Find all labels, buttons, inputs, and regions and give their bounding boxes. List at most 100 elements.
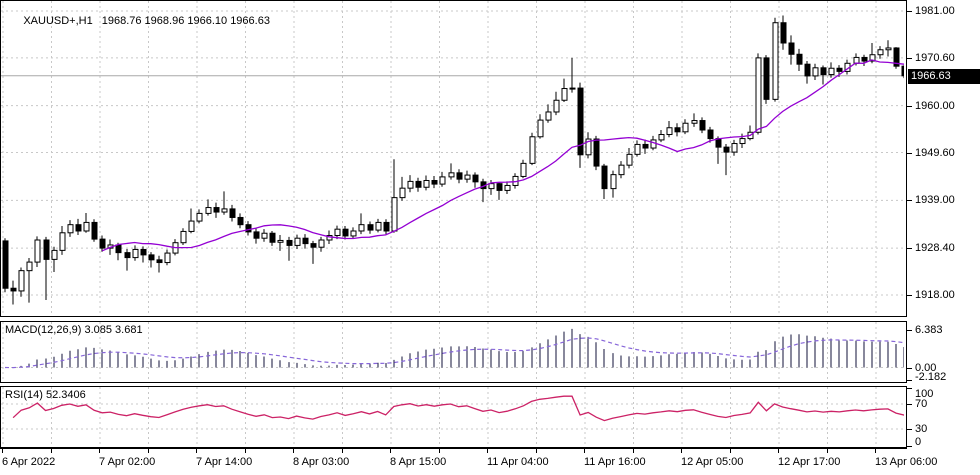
candle-body [10, 287, 17, 292]
candle-body [869, 54, 876, 62]
candle-body [577, 87, 584, 156]
candle-body [763, 57, 770, 100]
candle [156, 255, 163, 273]
candle-body [415, 180, 422, 188]
candle-body [755, 57, 762, 133]
candle-body [488, 183, 495, 190]
candle [269, 230, 276, 246]
time-axis-tick [681, 449, 682, 453]
candle-body [391, 197, 398, 232]
candle [391, 159, 398, 233]
rsi-axis-tick [907, 388, 912, 389]
macd-panel[interactable]: MACD(12,26,9) 3.085 3.681 [0, 321, 907, 383]
time-axis-tick [778, 449, 779, 453]
candle-body [205, 207, 212, 214]
candle [504, 181, 511, 195]
candle [796, 48, 803, 71]
time-axis-tick [826, 449, 828, 453]
main-chart-canvas[interactable] [1, 1, 904, 314]
candle-body [893, 47, 900, 67]
candle [529, 132, 536, 166]
time-axis-label: 7 Apr 14:00 [196, 456, 253, 468]
candle-body [2, 240, 9, 289]
candle-body [67, 224, 74, 234]
candle [885, 40, 892, 57]
price-axis-tick [907, 248, 912, 250]
candle [318, 236, 325, 252]
candle [261, 229, 268, 242]
time-axis-tick [293, 449, 294, 453]
candle-body [601, 165, 608, 190]
candle-body [650, 139, 657, 149]
macd-axis-tick [907, 367, 912, 369]
candle [10, 280, 17, 305]
candle [196, 209, 203, 224]
time-axis-label: 11 Apr 04:00 [487, 456, 549, 468]
candle [229, 204, 236, 222]
candle-body [626, 153, 633, 166]
time-axis-label: 11 Apr 16:00 [584, 456, 646, 468]
candle [180, 228, 187, 245]
price-axis-label: 1918.00 [915, 289, 955, 301]
candle [375, 218, 382, 233]
rsi-canvas[interactable] [1, 387, 904, 445]
candle-body [796, 53, 803, 65]
time-axis-tick [584, 449, 585, 453]
macd-canvas[interactable] [1, 322, 904, 380]
candle-body [318, 239, 325, 248]
candle [674, 123, 681, 137]
candle [245, 221, 252, 236]
candle-body [99, 238, 106, 249]
time-axis-tick [632, 449, 634, 453]
candle [893, 47, 900, 69]
price-axis-label: 1928.40 [915, 242, 955, 255]
price-axis-label: 1949.60 [915, 146, 955, 159]
time-axis-tick [99, 449, 100, 453]
time-axis-label: 7 Apr 02:00 [99, 456, 156, 468]
candle [691, 113, 698, 127]
rsi-line [12, 395, 904, 422]
price-axis-label: 1970.60 [915, 51, 955, 64]
candle-body [261, 232, 268, 239]
main-chart-panel[interactable]: XAUUSD+,H1 1968.76 1968.96 1966.10 1966.6… [0, 0, 907, 317]
candle [682, 119, 689, 135]
candle [132, 245, 139, 261]
time-axis-tick [535, 449, 537, 453]
price-axis-tick [907, 105, 912, 107]
candle [658, 130, 665, 143]
candle [439, 171, 446, 187]
candle-body [529, 136, 536, 164]
candle [34, 236, 41, 268]
candle [43, 236, 50, 300]
candle [67, 220, 74, 237]
candle-body [780, 22, 787, 44]
price-axis-tick [907, 295, 912, 296]
rsi-panel[interactable]: RSI(14) 52.3406 [0, 386, 907, 448]
candle [221, 191, 228, 215]
time-axis[interactable]: 6 Apr 2022 7 Apr 02:00 7 Apr 14:00 8 Apr 03… [0, 448, 937, 475]
candle-body [286, 239, 293, 246]
candle [448, 163, 455, 180]
time-axis-tick [50, 449, 52, 453]
time-axis-tick [244, 449, 246, 453]
candle-body [334, 228, 341, 236]
candle-body [585, 138, 592, 156]
candle [780, 15, 787, 50]
candle [731, 139, 738, 156]
candle [707, 126, 714, 143]
candle-body [456, 172, 463, 180]
candle [472, 172, 479, 188]
candle-body [196, 212, 203, 222]
rsi-axis-label: 100 [915, 388, 934, 400]
candle-body [658, 134, 665, 141]
candle [286, 236, 293, 261]
candle-body [18, 270, 25, 292]
candle-body [132, 248, 139, 259]
rsi-axis-tick [907, 404, 912, 405]
candle-body [383, 221, 390, 232]
candle-body [91, 221, 98, 240]
candle [237, 213, 244, 229]
candle [601, 163, 608, 199]
candle-body [901, 65, 904, 77]
candle [423, 175, 430, 191]
